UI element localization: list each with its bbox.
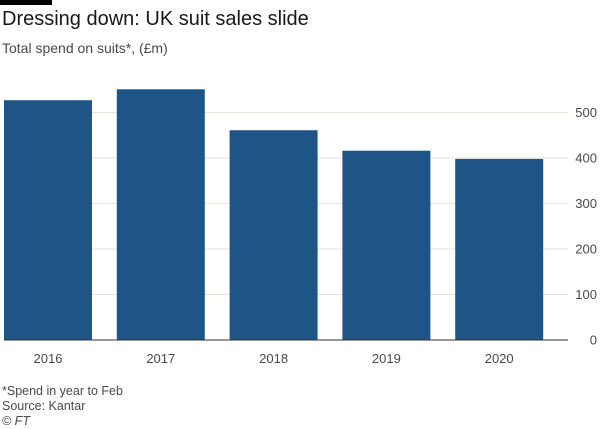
y-tick-label: 100 [575, 287, 597, 302]
footnote: *Spend in year to Feb [2, 384, 123, 398]
x-tick-label: 2018 [259, 351, 288, 366]
y-tick-label: 400 [575, 151, 597, 166]
x-tick-label: 2017 [146, 351, 175, 366]
y-tick-label: 300 [575, 196, 597, 211]
x-tick-label: 2016 [34, 351, 63, 366]
chart-subtitle: Total spend on suits*, (£m) [2, 40, 168, 56]
bar [116, 89, 205, 340]
bar [4, 100, 92, 340]
chart-title: Dressing down: UK suit sales slide [2, 8, 309, 30]
bar [455, 158, 544, 340]
y-tick-label: 500 [575, 105, 597, 120]
copyright-credit: © FT [2, 414, 30, 428]
bar [342, 150, 431, 340]
brand-top-rule [0, 0, 52, 5]
y-tick-label: 200 [575, 242, 597, 257]
bar [229, 130, 318, 340]
y-tick-label: 0 [590, 333, 597, 348]
source-note: Source: Kantar [2, 399, 86, 413]
x-tick-label: 2020 [485, 351, 514, 366]
x-tick-label: 2019 [372, 351, 401, 366]
